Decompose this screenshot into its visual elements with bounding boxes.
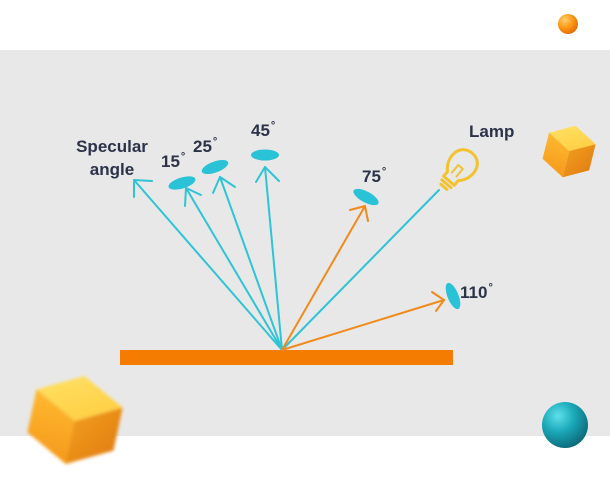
detector-25: [201, 159, 229, 175]
detector-45: [251, 149, 279, 161]
detector-110: [445, 282, 461, 310]
angle-110-value: 110: [460, 283, 488, 302]
ray-15: [184, 187, 283, 351]
specular-label-line2: angle: [89, 160, 135, 179]
degree-symbol: °: [212, 136, 218, 148]
specular-label-line1: Specular: [76, 137, 148, 156]
cube-icon: [27, 375, 123, 465]
angle-110-label: 110°: [460, 282, 493, 303]
degree-symbol: °: [381, 166, 387, 178]
orange-sphere-icon: [558, 14, 578, 34]
degree-symbol: °: [180, 151, 186, 163]
ray-75: [281, 205, 369, 351]
angle-45-label: 45°: [251, 120, 275, 141]
angle-75-label: 75°: [362, 166, 386, 187]
diagram-background: [0, 50, 610, 436]
incident-ray: [281, 189, 440, 351]
degree-symbol: °: [488, 282, 493, 294]
ray-110: [281, 291, 445, 351]
specular-angle-label: Specular angle: [70, 135, 154, 181]
sphere-icon: [542, 402, 588, 448]
angle-25-value: 25: [193, 137, 212, 156]
angle-15-label: 15°: [161, 151, 185, 172]
angle-25-label: 25°: [193, 136, 217, 157]
lamp-label: Lamp: [469, 122, 515, 141]
lamp-bulb-icon: [439, 148, 479, 191]
angle-45-value: 45: [251, 121, 270, 140]
detector-15: [168, 176, 196, 190]
cube-icon: [542, 125, 596, 178]
degree-symbol: °: [270, 120, 276, 132]
ray-45: [255, 166, 283, 351]
ray-25: [212, 176, 283, 351]
specular-ray: [133, 179, 283, 351]
detector-75: [353, 188, 379, 206]
sample-surface: [120, 350, 453, 365]
angle-75-value: 75: [362, 167, 381, 186]
angle-15-value: 15: [161, 152, 180, 171]
